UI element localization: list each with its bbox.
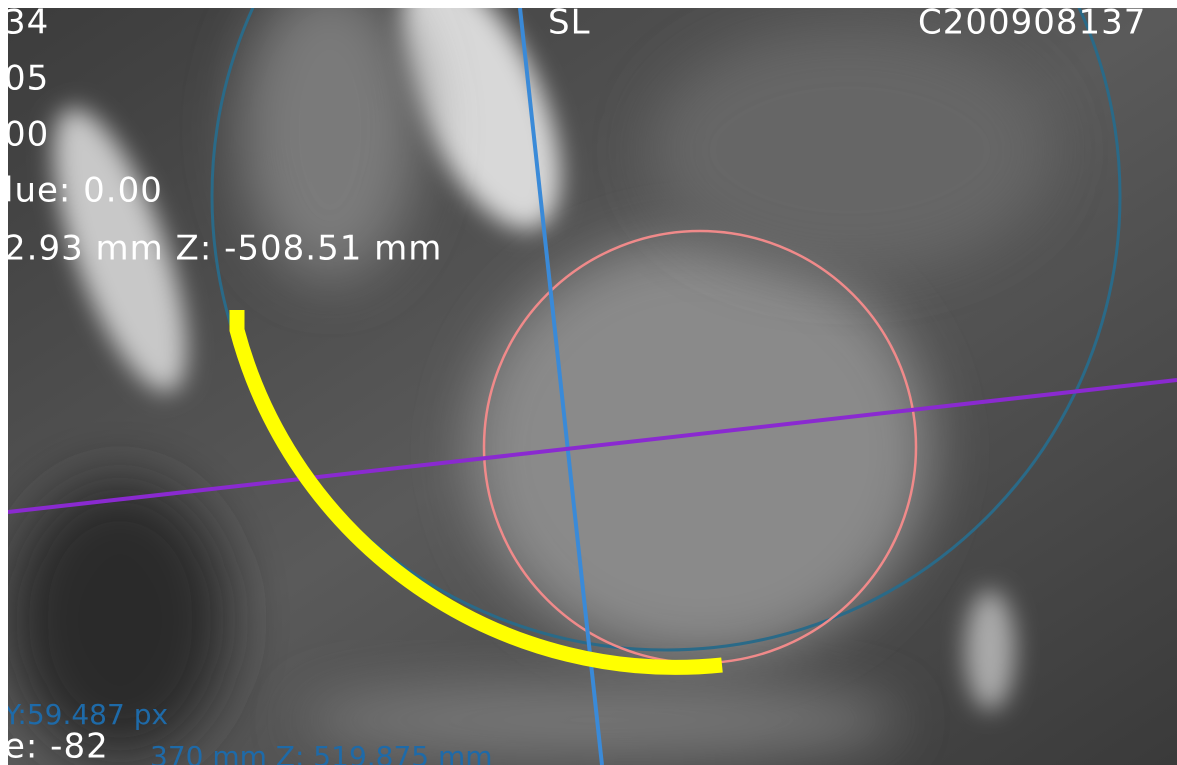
overlay-text: 2.93 mm Z: -508.51 mm xyxy=(4,229,442,269)
overlay-text: e: -82 xyxy=(4,727,109,765)
viewer: 34 05 00 lue: 0.00 2.93 mm Z: -508.51 mm… xyxy=(0,0,1177,765)
overlay-text: 05 xyxy=(4,59,49,99)
overlay-text: 00 xyxy=(4,115,49,155)
overlay-text: lue: 0.00 xyxy=(4,171,163,211)
overlay-text: SL xyxy=(548,3,591,43)
overlay-text: C200908137 xyxy=(918,3,1146,43)
overlay-text: 34 xyxy=(4,3,49,43)
overlay-text: 370 mm Z: 519.875 mm xyxy=(150,740,493,765)
